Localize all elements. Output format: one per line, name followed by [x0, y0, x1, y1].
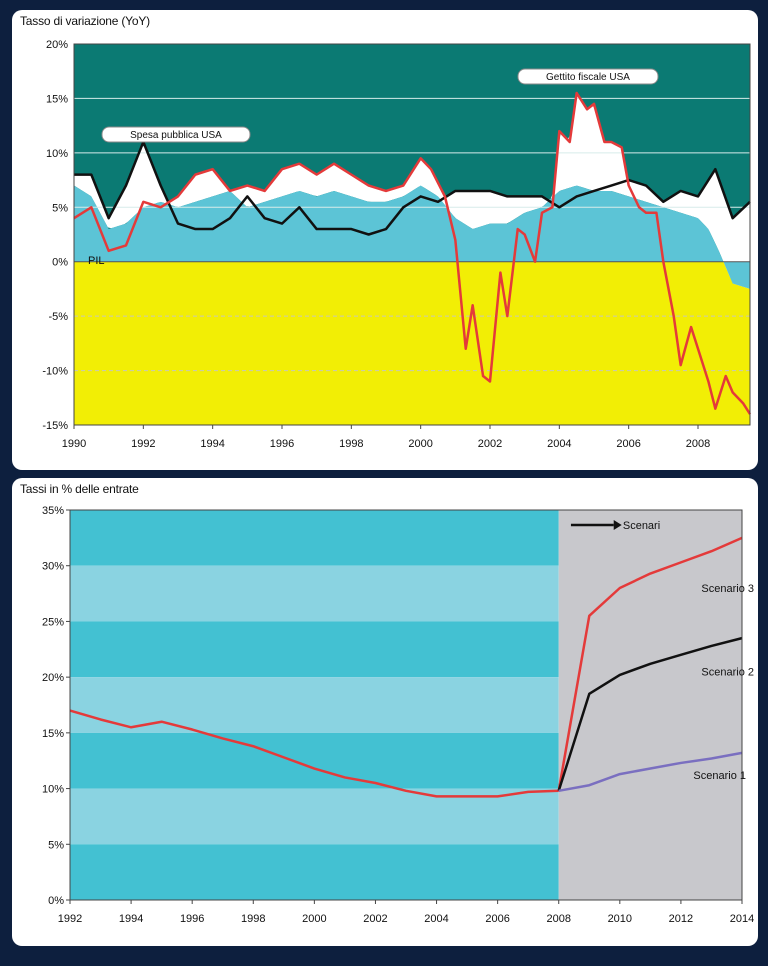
band: [70, 565, 559, 622]
plot-frame: [69, 509, 743, 901]
x-tick-label: 1994: [200, 438, 224, 450]
x-tick-label: 2010: [608, 913, 632, 925]
y-tick-label: 0%: [48, 895, 64, 907]
legend-label: Scenari: [623, 520, 660, 532]
gettito-label-bg: [517, 68, 659, 85]
spesa-label: Spesa pubblica USA: [130, 130, 222, 141]
x-tick-label: 1996: [180, 913, 204, 925]
series-line-0: [69, 709, 559, 798]
x-tick-label: 1998: [241, 913, 265, 925]
y-tick-label: 5%: [48, 839, 64, 851]
x-tick-label: 2008: [546, 913, 570, 925]
x-tick-label: 2000: [408, 438, 432, 450]
spesa-label-bg: [101, 126, 251, 143]
top-chart-title: Tasso di variazione (YoY): [20, 14, 150, 28]
plot-frame: [73, 43, 751, 426]
pil-area: [74, 185, 750, 289]
scenario-area: [558, 510, 742, 900]
x-tick-label: 2000: [302, 913, 326, 925]
y-tick-label: 20%: [46, 39, 68, 51]
y-tick-label: 0%: [52, 257, 68, 269]
band: [70, 732, 559, 789]
legend-arrow-icon: [613, 520, 622, 530]
y-tick-label: 30%: [42, 561, 64, 573]
series-line-3: [558, 751, 743, 793]
scenario-1-label: Scenario 1: [693, 770, 746, 782]
y-tick-label: 15%: [46, 93, 68, 105]
scenario-3-label: Scenario 3: [701, 583, 754, 595]
gettito-label: Gettito fiscale USA: [546, 72, 630, 83]
x-tick-label: 1998: [339, 438, 363, 450]
x-tick-label: 2006: [616, 438, 640, 450]
bottom-chart-panel: Tassi in % delle entrate 35% 30% 25% 20% 15%…: [12, 478, 758, 946]
band: [70, 844, 559, 900]
x-tick-label: 2004: [424, 913, 448, 925]
y-tick-label: 15%: [42, 728, 64, 740]
series-line-2: [557, 636, 743, 792]
series-line-1: [557, 536, 743, 792]
x-tick-label: 1994: [119, 913, 143, 925]
y-tick-label: 10%: [42, 784, 64, 796]
y-tick-label: -10%: [42, 366, 68, 378]
y-tick-label: 10%: [46, 148, 68, 160]
top-chart-svg: 20% 15% 10% 5% 0% -5% -10% -15% 1990 1992 1994 1996…: [42, 39, 752, 450]
band: [70, 510, 559, 566]
y-tick-label: 5%: [52, 202, 68, 214]
x-tick-label: 2006: [485, 913, 509, 925]
x-tick-label: 2014: [730, 913, 754, 925]
x-tick-label: 2012: [669, 913, 693, 925]
x-tick-label: 1992: [58, 913, 82, 925]
gettito-line: [73, 91, 752, 415]
y-tick-label: 25%: [42, 616, 64, 628]
x-tick-label: 1996: [270, 438, 294, 450]
pil-label: PIL: [88, 255, 105, 267]
x-tick-label: 2004: [547, 438, 571, 450]
top-chart-panel: Tasso di variazione (YoY) 20% 15% 10% 5% 0% -…: [12, 10, 758, 470]
band: [70, 621, 559, 678]
bottom-chart-svg: 35% 30% 25% 20% 15% 10% 5% 0% 1992 1994 1996 1998 20…: [42, 505, 754, 925]
white-band-area: [74, 94, 750, 289]
x-tick-label: 2002: [363, 913, 387, 925]
x-tick-label: 1990: [62, 438, 86, 450]
y-tick-label: 35%: [42, 505, 64, 517]
y-tick-label: 20%: [42, 672, 64, 684]
x-tick-label: 2008: [686, 438, 710, 450]
scenario-2-label: Scenario 2: [701, 667, 754, 679]
y-tick-label: -15%: [42, 420, 68, 432]
x-tick-label: 2002: [478, 438, 502, 450]
x-tick-label: 1992: [131, 438, 155, 450]
spesa-line: [74, 140, 751, 236]
negative-zone: [74, 261, 750, 425]
band: [70, 788, 559, 845]
y-tick-label: -5%: [48, 311, 68, 323]
bottom-chart-title: Tassi in % delle entrate: [20, 482, 139, 496]
